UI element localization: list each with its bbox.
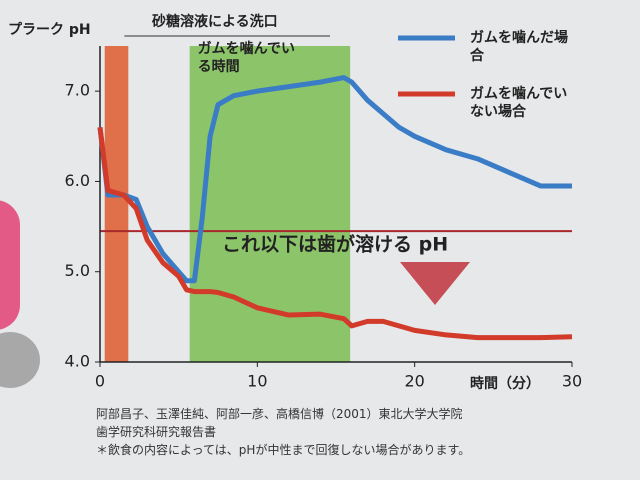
band-label: 砂糖溶液による洗口 <box>151 13 278 30</box>
decoration <box>0 200 20 330</box>
y-tick-label: 6.0 <box>65 171 90 190</box>
band-label: ガムを噛んでいる時間 <box>197 41 295 75</box>
x-tick-label: 10 <box>247 372 267 391</box>
series-line <box>97 126 573 341</box>
y-axis-label: プラーク pH <box>8 22 91 38</box>
reference-label: これ以下は歯が溶ける pH <box>222 233 448 256</box>
x-tick-label: 0 <box>95 372 105 391</box>
legend-label: ガムを噛んだ場合 <box>470 30 568 64</box>
arrow <box>400 262 470 305</box>
x-tick-label: 20 <box>404 372 424 391</box>
y-tick-label: 4.0 <box>65 352 90 371</box>
footnote: 阿部昌子、玉澤佳純、阿部一彦、高橋信博（2001）東北大学大学院 <box>96 407 463 421</box>
y-tick-label: 7.0 <box>65 81 90 100</box>
y-tick-label: 5.0 <box>65 261 90 280</box>
series-line <box>97 75 572 284</box>
x-axis-label: 時間（分） <box>470 375 540 392</box>
legend-label: ガムを噛んでいない場合 <box>470 86 568 120</box>
footnote: ＊飲食の内容によっては、pHが中性まで回復しない場合があります。 <box>96 443 471 457</box>
x-tick-label: 30 <box>562 372 582 391</box>
decoration <box>0 332 40 388</box>
band <box>104 46 129 362</box>
footnote: 歯学研究科研究報告書 <box>96 425 217 439</box>
